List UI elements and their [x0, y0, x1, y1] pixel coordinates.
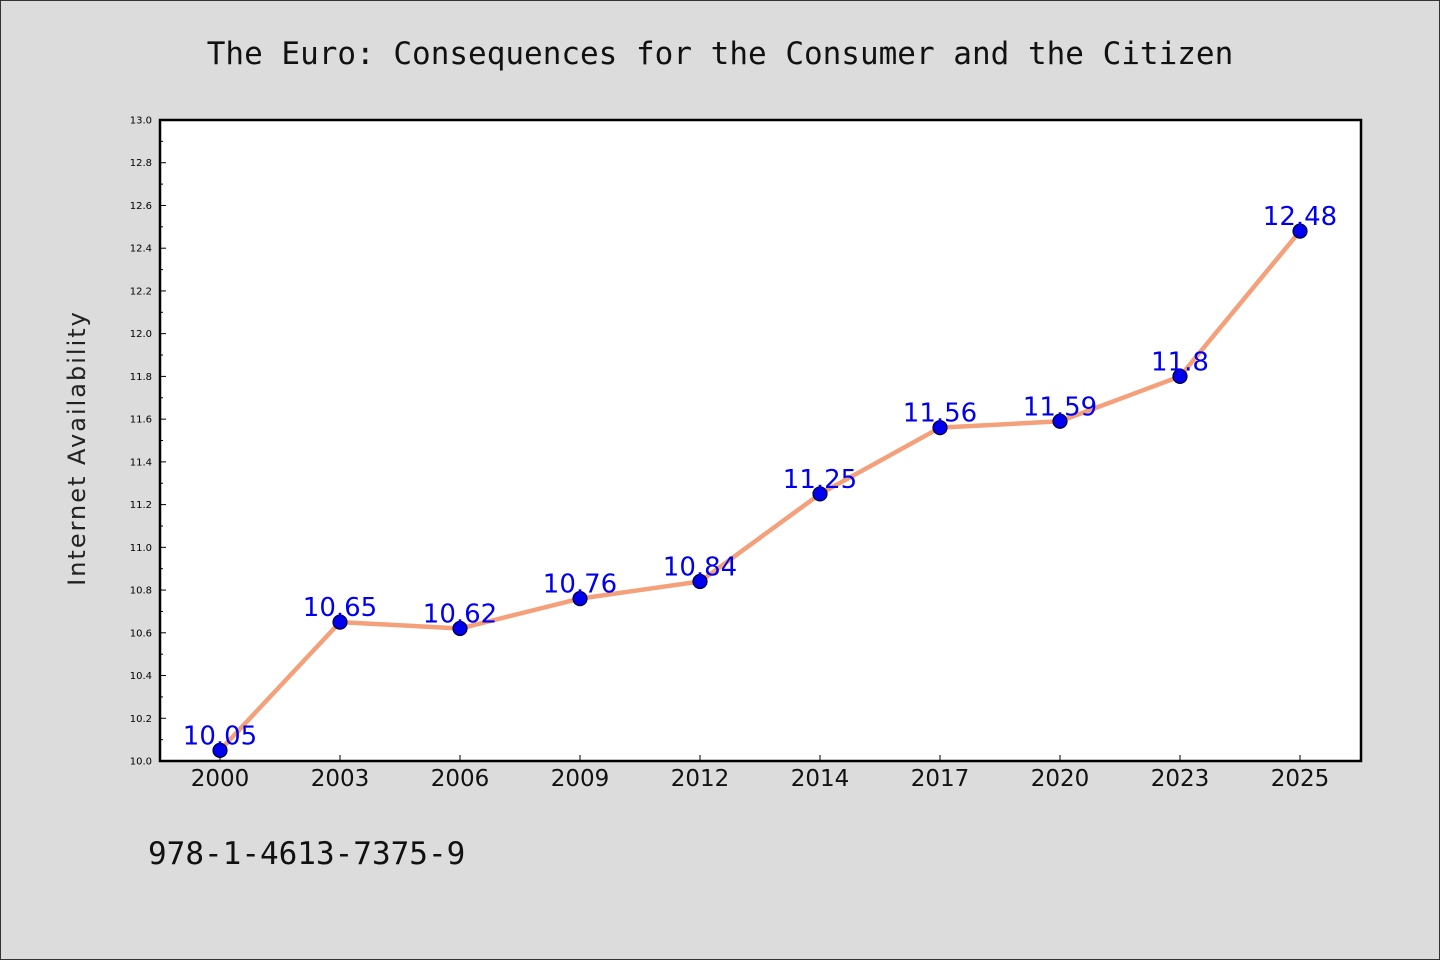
series-line — [217, 228, 1303, 753]
y-tick-label: 10.6 — [130, 628, 152, 639]
data-label: 11.59 — [1023, 392, 1097, 422]
y-tick-label: 10.0 — [130, 757, 152, 768]
x-tick-label: 2023 — [1151, 766, 1210, 792]
x-axis: 2000 2003 2006 2009 2012 2014 2017 2020 2023 2025 — [191, 755, 1330, 792]
data-label: 12.48 — [1263, 202, 1337, 232]
marker-group — [212, 223, 1308, 758]
y-tick-label: 11.6 — [130, 415, 152, 426]
data-point-marker — [1292, 223, 1308, 239]
data-label: 10.05 — [183, 721, 257, 751]
data-label: 10.84 — [663, 553, 737, 583]
y-tick-label: 10.2 — [130, 714, 152, 725]
x-tick-label: 2014 — [791, 766, 850, 792]
x-tick-label: 2006 — [431, 766, 490, 792]
data-point-marker — [332, 614, 348, 630]
x-tick-label: 2020 — [1031, 766, 1090, 792]
x-tick-label: 2000 — [191, 766, 250, 792]
data-label: 10.62 — [423, 600, 497, 630]
x-tick-label: 2025 — [1271, 766, 1330, 792]
data-label: 11.25 — [783, 465, 857, 495]
y-tick-label: 13.0 — [130, 116, 152, 127]
data-point-marker — [452, 620, 468, 637]
data-label: 11.8 — [1151, 347, 1209, 377]
y-tick-label: 10.8 — [130, 586, 152, 597]
data-label: 10.65 — [303, 593, 377, 623]
y-tick-label: 12.0 — [130, 329, 152, 340]
data-point-marker — [692, 573, 708, 590]
y-tick-label: 10.4 — [130, 671, 152, 682]
y-tick-label: 11.4 — [130, 457, 152, 468]
y-tick-label: 11.2 — [130, 500, 152, 511]
isbn-footer: 978-1-4613-7375-9 — [148, 836, 465, 872]
data-point-marker — [572, 591, 588, 607]
x-tick-label: 2012 — [671, 766, 730, 792]
plot-area — [158, 118, 1363, 763]
y-tick-label: 11.0 — [130, 543, 152, 554]
y-tick-label: 12.8 — [130, 158, 152, 169]
y-axis-label: Internet Availability — [63, 310, 91, 586]
chart-title: The Euro: Consequences for the Consumer … — [207, 36, 1234, 72]
data-point-marker — [1052, 413, 1068, 429]
y-tick-label: 12.2 — [130, 286, 152, 297]
y-tick-label: 11.8 — [130, 372, 152, 383]
data-point-marker — [212, 742, 228, 758]
data-label: 10.76 — [543, 570, 617, 600]
y-axis: 10.0 10.2 10.4 10.6 10.8 11.0 11.2 11.4 11.6 11.8… — [130, 116, 166, 768]
data-point-marker — [812, 486, 828, 502]
data-label-group: 10.05 10.65 10.62 10.76 10.84 11.25 11.56 11.59… — [183, 202, 1337, 751]
y-tick-label: 12.6 — [130, 201, 152, 212]
x-tick-label: 2017 — [911, 766, 970, 792]
data-point-marker — [932, 420, 948, 436]
x-tick-label: 2009 — [551, 766, 610, 792]
data-label: 11.56 — [903, 399, 977, 429]
x-tick-label: 2003 — [311, 766, 370, 792]
data-point-marker — [1172, 368, 1188, 384]
series-line-group — [217, 228, 1303, 753]
y-tick-label: 12.4 — [130, 244, 152, 255]
